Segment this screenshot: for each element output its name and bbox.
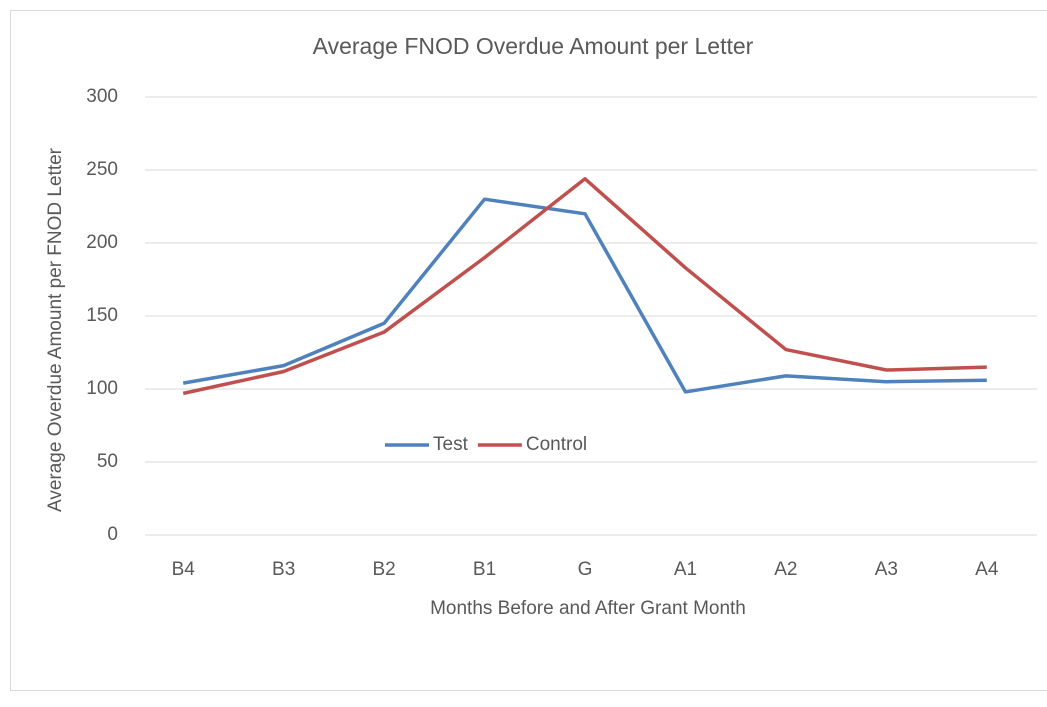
x-tick-label: A1: [674, 559, 697, 580]
y-tick-label: 150: [86, 305, 118, 326]
chart-title: Average FNOD Overdue Amount per Letter: [313, 33, 754, 59]
x-tick-label: B3: [272, 559, 295, 580]
x-tick-label: B1: [473, 559, 496, 580]
x-tick-label: A2: [774, 559, 797, 580]
x-tick-label: A4: [975, 559, 999, 580]
y-tick-label: 250: [86, 159, 118, 180]
chart-frame: [10, 10, 1047, 691]
y-tick-label: 300: [86, 86, 118, 107]
legend-label: Test: [433, 434, 469, 455]
x-tick-label: B4: [172, 559, 196, 580]
legend-label: Control: [526, 434, 587, 455]
x-tick-label: B2: [372, 559, 395, 580]
x-tick-label: A3: [875, 559, 898, 580]
y-tick-label: 200: [86, 232, 118, 253]
data-line: [182, 177, 987, 396]
y-tick-label: 50: [97, 451, 118, 472]
data-line: [182, 197, 987, 394]
y-axis-label: Average Overdue Amount per FNOD Letter: [45, 147, 66, 512]
x-axis-label: Months Before and After Grant Month: [430, 598, 746, 619]
x-tick-label: G: [578, 559, 593, 580]
y-tick-label: 100: [86, 378, 118, 399]
y-tick-label: 0: [107, 524, 118, 545]
